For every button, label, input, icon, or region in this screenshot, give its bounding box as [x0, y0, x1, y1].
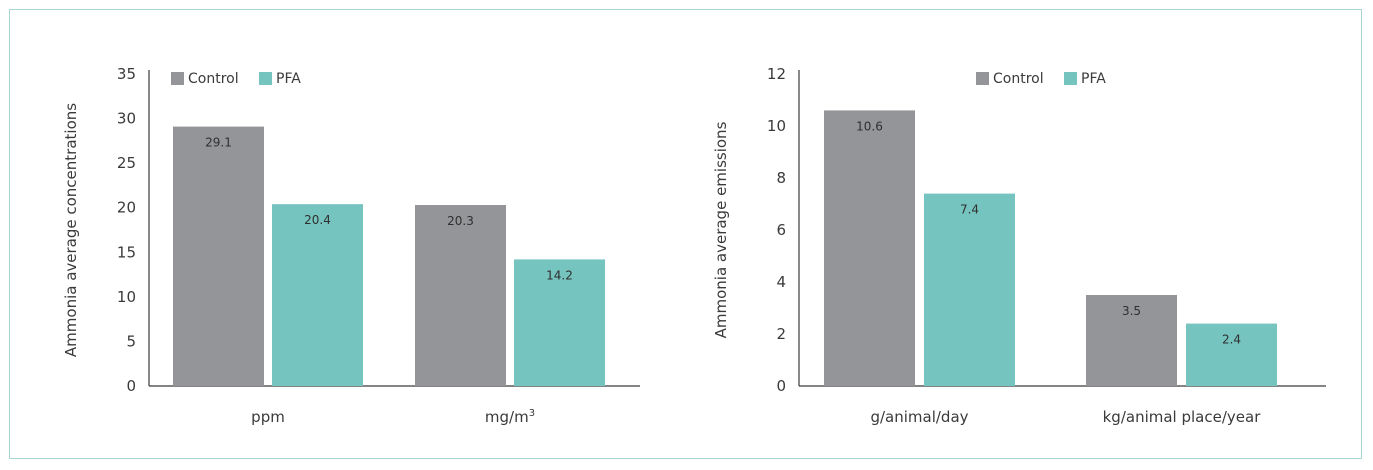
- bar-control-1: [415, 205, 506, 386]
- x-category-superscript: 3: [529, 408, 535, 419]
- data-label-pfa-0: 20.4: [304, 213, 331, 227]
- y-tick-label: 25: [117, 154, 136, 172]
- y-tick-label: 35: [117, 65, 136, 83]
- y-tick-label: 15: [117, 243, 136, 261]
- y-axis-title: Ammonia average emissions: [712, 121, 730, 338]
- data-label-control-0: 29.1: [205, 136, 232, 150]
- x-category-label: kg/animal place/year: [1103, 408, 1262, 426]
- y-tick-label: 10: [117, 288, 136, 306]
- y-tick-label: 6: [776, 221, 786, 239]
- legend-label-control: Control: [993, 71, 1044, 87]
- bar-control-1: [1086, 295, 1177, 386]
- y-tick-label: 20: [117, 199, 136, 217]
- chart-ammonia-concentrations: 0 5 10 15 20 25 30 35 Ammonia average concentrat…: [62, 65, 640, 426]
- data-label-pfa-1: 2.4: [1222, 333, 1241, 347]
- y-tick-label: 30: [117, 110, 136, 128]
- y-tick-label: 0: [776, 377, 786, 395]
- y-tick-label: 10: [767, 117, 786, 135]
- legend-label-control: Control: [188, 71, 239, 87]
- legend-swatch-pfa: [1064, 72, 1077, 85]
- legend-label-pfa: PFA: [276, 71, 301, 87]
- y-tick-label: 0: [126, 377, 136, 395]
- data-label-pfa-0: 7.4: [960, 203, 979, 217]
- legend-swatch-control: [171, 72, 184, 85]
- bar-pfa-0: [924, 193, 1015, 386]
- y-tick-label: 2: [776, 325, 786, 343]
- bar-pfa-0: [272, 204, 363, 386]
- legend-label-pfa: PFA: [1081, 71, 1106, 87]
- y-tick-label: 12: [767, 65, 786, 83]
- x-category-label: mg/m3: [485, 408, 535, 426]
- bar-pfa-1: [1186, 323, 1277, 386]
- bar-pfa-1: [514, 259, 605, 386]
- y-tick-label: 8: [776, 169, 786, 187]
- bar-control-0: [824, 110, 915, 387]
- x-category-label: ppm: [251, 408, 285, 426]
- y-axis-title: Ammonia average concentrations: [62, 103, 80, 357]
- legend-swatch-pfa: [259, 72, 272, 85]
- x-category-label: g/animal/day: [870, 408, 968, 426]
- y-tick-label: 4: [776, 273, 786, 291]
- chart-ammonia-emissions: 0 2 4 6 8 10 12 Ammonia average emissions 10.6 7.…: [712, 65, 1326, 426]
- data-label-control-1: 3.5: [1122, 304, 1141, 318]
- data-label-control-0: 10.6: [856, 119, 883, 133]
- y-tick-label: 5: [126, 332, 136, 350]
- bar-control-0: [173, 126, 264, 386]
- data-label-control-1: 20.3: [447, 214, 474, 228]
- data-label-pfa-1: 14.2: [546, 268, 573, 282]
- legend-swatch-control: [976, 72, 989, 85]
